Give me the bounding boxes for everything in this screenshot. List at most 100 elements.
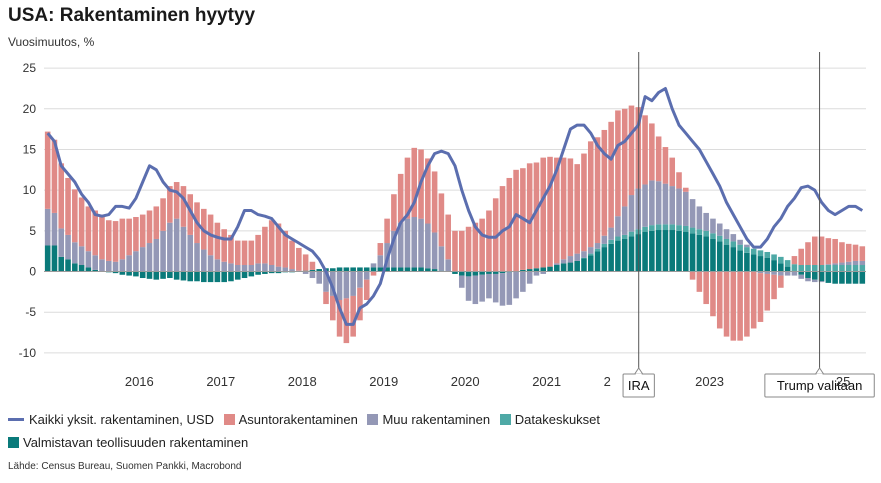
bar-segment bbox=[642, 226, 648, 232]
bar-segment bbox=[458, 230, 465, 272]
legend-item-other[interactable]: Muu rakentaminen bbox=[367, 408, 490, 431]
bar-segment bbox=[418, 218, 424, 268]
bar-segment bbox=[465, 271, 472, 277]
bar-segment bbox=[465, 276, 472, 301]
bar-segment bbox=[533, 271, 540, 276]
bar-segment bbox=[825, 265, 832, 272]
bar-segment bbox=[268, 265, 275, 272]
bar-segment bbox=[649, 230, 655, 272]
bar-segment bbox=[363, 271, 370, 280]
y-tick-label: 25 bbox=[23, 61, 37, 75]
legend-label: Kaikki yksit. rakentaminen, USD bbox=[29, 412, 214, 427]
chart-title: USA: Rakentaminen hyytyy bbox=[8, 5, 256, 26]
bar-segment bbox=[214, 259, 221, 272]
bar-segment bbox=[710, 233, 716, 239]
bar-segment bbox=[411, 217, 418, 268]
bar-segment bbox=[431, 269, 438, 272]
bar-segment bbox=[818, 265, 825, 272]
bar-segment bbox=[384, 267, 390, 272]
bar-segment bbox=[662, 224, 669, 231]
bar-segment bbox=[105, 220, 112, 261]
bar-segment bbox=[574, 164, 580, 254]
bar-segment bbox=[533, 268, 540, 272]
bar-segment bbox=[581, 258, 587, 272]
bar-segment bbox=[221, 271, 227, 283]
bar-segment bbox=[784, 266, 791, 272]
bar-segment bbox=[194, 271, 200, 282]
bar-segment bbox=[825, 271, 832, 283]
x-tick-label: 2021 bbox=[532, 374, 561, 389]
bar-segment bbox=[703, 236, 709, 272]
legend-item-datacenters[interactable]: Datakeskukset bbox=[499, 408, 601, 431]
bar-segment bbox=[262, 263, 268, 272]
bar-segment bbox=[812, 236, 818, 265]
bar-segment bbox=[139, 271, 146, 279]
x-axis-ticks: 2016 2017 2018 2019 2020 2021 2 2023 25 bbox=[125, 374, 850, 389]
bar-segment bbox=[778, 256, 784, 264]
bar-segment bbox=[499, 271, 506, 274]
bar-segment bbox=[289, 269, 295, 272]
bar-segment bbox=[112, 221, 119, 262]
legend-item-manufacturing[interactable]: Valmistavan teollisuuden rakentaminen bbox=[8, 431, 248, 454]
bar-segment bbox=[845, 271, 852, 284]
bar-segment bbox=[594, 137, 601, 244]
bar-segment bbox=[676, 172, 682, 189]
bar-segment bbox=[560, 263, 567, 272]
bar-segment bbox=[431, 232, 438, 270]
bar-segment bbox=[601, 247, 608, 272]
bar-segment bbox=[764, 273, 771, 311]
bar-segment bbox=[65, 234, 71, 260]
bar-segment bbox=[683, 191, 689, 226]
y-tick-label: -5 bbox=[25, 305, 36, 319]
bar-segment bbox=[268, 220, 275, 265]
bar-segment bbox=[778, 271, 784, 276]
legend-item-housing[interactable]: Asuntorakentaminen bbox=[223, 408, 358, 431]
bar-segment bbox=[44, 131, 51, 209]
bar-segment bbox=[683, 231, 689, 272]
bar-segment bbox=[207, 255, 214, 272]
bar-segment bbox=[458, 275, 465, 288]
bar-segment bbox=[845, 261, 852, 265]
bar-segment bbox=[798, 265, 804, 272]
x-tick-label: 2016 bbox=[125, 374, 154, 389]
bar-segment bbox=[560, 259, 567, 264]
bar-segment bbox=[655, 230, 662, 272]
bar-segment bbox=[486, 273, 492, 299]
bar-segment bbox=[499, 273, 506, 306]
bar-segment bbox=[58, 163, 65, 229]
bar-segment bbox=[78, 246, 85, 265]
bar-segment bbox=[411, 147, 418, 218]
bar-segment bbox=[153, 238, 160, 272]
bar-segment bbox=[275, 271, 282, 274]
bar-segment bbox=[255, 234, 261, 264]
bar-segment bbox=[85, 206, 92, 252]
bar-segment bbox=[160, 198, 166, 231]
bar-segment bbox=[78, 265, 85, 272]
bar-segment bbox=[404, 218, 411, 268]
bar-segment bbox=[126, 218, 132, 256]
bar-segment bbox=[737, 239, 743, 245]
annotation-pointer bbox=[814, 367, 825, 375]
legend-swatch bbox=[367, 414, 379, 425]
bar-segment bbox=[472, 271, 479, 276]
y-tick-label: -10 bbox=[19, 346, 37, 360]
bar-segment bbox=[601, 243, 608, 248]
bar-segment bbox=[764, 271, 771, 274]
annotation-pointer bbox=[633, 367, 644, 375]
bar-segment bbox=[112, 271, 119, 274]
bar-segment bbox=[51, 139, 58, 213]
bar-segment bbox=[126, 255, 132, 272]
bar-segment bbox=[587, 253, 594, 256]
bar-segment bbox=[262, 271, 268, 274]
bar-segment bbox=[744, 271, 750, 337]
legend-label: Datakeskukset bbox=[514, 412, 601, 427]
bar-segment bbox=[649, 225, 655, 231]
bar-segment bbox=[228, 234, 234, 264]
bar-segment bbox=[839, 242, 845, 263]
bar-segment bbox=[703, 212, 709, 231]
bar-segment bbox=[567, 262, 574, 272]
x-tick-label: 2017 bbox=[206, 374, 235, 389]
bar-segment bbox=[642, 115, 648, 185]
bar-segment bbox=[852, 260, 859, 266]
legend-item-total[interactable]: Kaikki yksit. rakentaminen, USD bbox=[8, 408, 214, 431]
